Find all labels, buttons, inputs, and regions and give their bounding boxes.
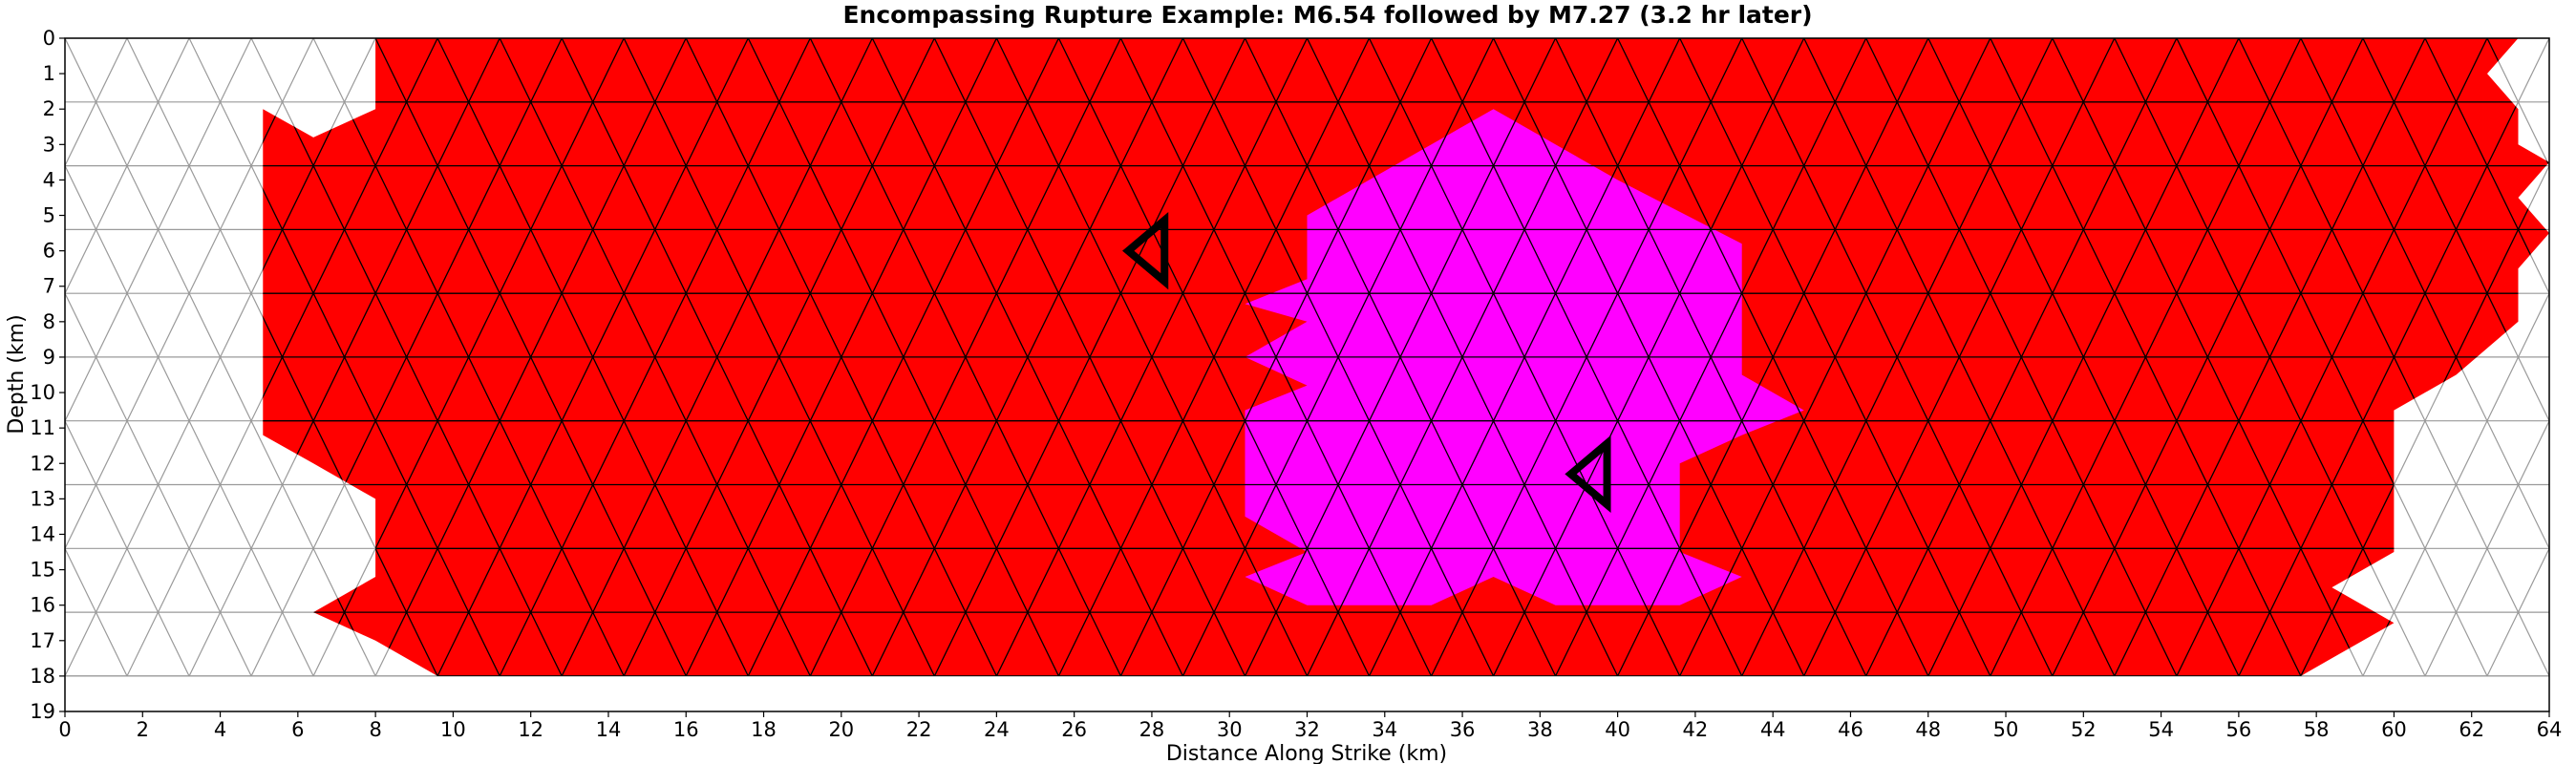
y-tick-label: 19 bbox=[30, 700, 55, 723]
y-tick-label: 7 bbox=[43, 275, 55, 298]
y-tick-label: 13 bbox=[30, 487, 55, 510]
x-tick-label: 24 bbox=[984, 718, 1010, 741]
x-axis-label: Distance Along Strike (km) bbox=[1166, 742, 1447, 764]
y-tick-label: 0 bbox=[43, 27, 55, 50]
x-tick-label: 60 bbox=[2381, 718, 2407, 741]
x-tick-label: 18 bbox=[751, 718, 777, 741]
x-tick-label: 20 bbox=[828, 718, 854, 741]
y-tick-label: 15 bbox=[30, 559, 55, 582]
x-tick-label: 42 bbox=[1683, 718, 1709, 741]
y-tick-label: 8 bbox=[43, 310, 55, 333]
chart-title: Encompassing Rupture Example: M6.54 foll… bbox=[842, 1, 1812, 29]
x-tick-label: 36 bbox=[1450, 718, 1476, 741]
x-tick-label: 34 bbox=[1372, 718, 1397, 741]
y-tick-label: 17 bbox=[30, 629, 55, 652]
mesh-lines-dark bbox=[263, 38, 2549, 676]
hypocenter-marker-m6-54 bbox=[1122, 212, 1169, 290]
hypocenter-markers bbox=[1122, 212, 1611, 513]
x-tick-label: 38 bbox=[1527, 718, 1553, 741]
x-tick-label: 0 bbox=[58, 718, 71, 741]
y-tick-label: 18 bbox=[30, 665, 55, 688]
x-tick-label: 22 bbox=[906, 718, 932, 741]
x-tick-label: 2 bbox=[137, 718, 149, 741]
x-tick-label: 26 bbox=[1061, 718, 1087, 741]
y-tick-label: 1 bbox=[43, 62, 55, 85]
x-tick-label: 32 bbox=[1294, 718, 1320, 741]
y-tick-label: 6 bbox=[43, 240, 55, 263]
y-tick-label: 9 bbox=[43, 346, 55, 369]
x-tick-label: 10 bbox=[440, 718, 466, 741]
x-tick-label: 40 bbox=[1605, 718, 1630, 741]
mesh-ruptured bbox=[263, 38, 2549, 676]
x-tick-label: 4 bbox=[214, 718, 226, 741]
x-axis-ticks: 0 2 4 6 8 10 12 14 16 18 20 22 24 26 28 30 32 34 36 38 40 42 4… bbox=[58, 711, 2562, 741]
y-tick-label: 11 bbox=[30, 416, 55, 439]
x-tick-label: 64 bbox=[2537, 718, 2563, 741]
y-tick-label: 2 bbox=[43, 97, 55, 120]
x-tick-label: 6 bbox=[291, 718, 304, 741]
x-tick-label: 46 bbox=[1838, 718, 1863, 741]
x-tick-label: 48 bbox=[1915, 718, 1941, 741]
x-tick-label: 62 bbox=[2459, 718, 2484, 741]
x-tick-label: 12 bbox=[518, 718, 543, 741]
hypocenter-marker-m7-27 bbox=[1565, 435, 1611, 513]
x-tick-label: 56 bbox=[2226, 718, 2252, 741]
y-tick-label: 10 bbox=[30, 381, 55, 404]
x-tick-label: 50 bbox=[1993, 718, 2019, 741]
plot-area bbox=[64, 37, 2550, 712]
x-tick-label: 14 bbox=[596, 718, 622, 741]
y-tick-label: 16 bbox=[30, 594, 55, 617]
x-tick-label: 16 bbox=[673, 718, 699, 741]
y-tick-label: 14 bbox=[30, 522, 55, 545]
x-tick-label: 8 bbox=[369, 718, 381, 741]
x-tick-label: 52 bbox=[2071, 718, 2097, 741]
x-tick-label: 44 bbox=[1760, 718, 1786, 741]
y-tick-label: 12 bbox=[30, 452, 55, 475]
x-tick-label: 30 bbox=[1217, 718, 1243, 741]
x-tick-label: 28 bbox=[1139, 718, 1165, 741]
y-tick-label: 5 bbox=[43, 204, 55, 227]
y-axis-label: Depth (km) bbox=[5, 314, 29, 434]
y-tick-label: 3 bbox=[43, 133, 55, 156]
x-tick-label: 54 bbox=[2148, 718, 2174, 741]
y-tick-label: 4 bbox=[43, 168, 55, 191]
x-tick-label: 58 bbox=[2304, 718, 2330, 741]
